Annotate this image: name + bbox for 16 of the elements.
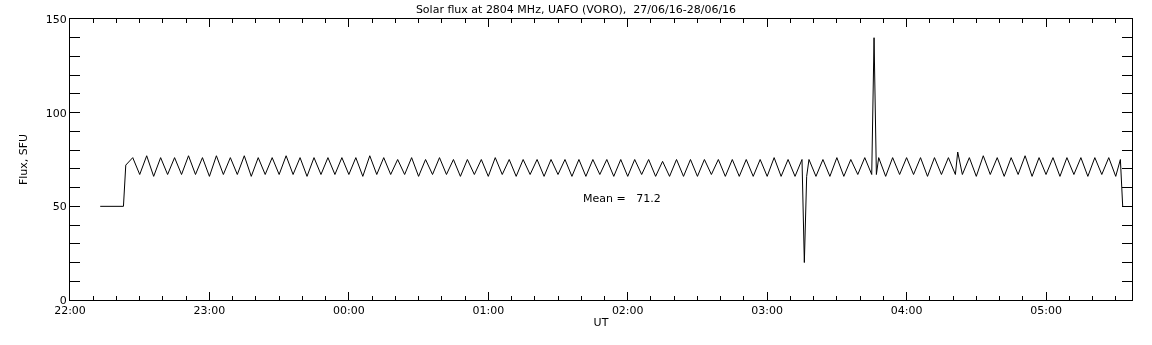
x-tick-label: 00:00 bbox=[333, 304, 365, 318]
y-axis-title: Flux, SFU bbox=[17, 133, 31, 186]
x-tick-label: 04:00 bbox=[890, 304, 923, 318]
x-axis-title: UT bbox=[593, 316, 609, 330]
y-tick-label: 150 bbox=[45, 12, 67, 26]
x-tick-label: 03:00 bbox=[751, 304, 784, 318]
x-tick-label: 22:00 bbox=[54, 304, 86, 318]
chart-title: Solar flux at 2804 MHz, UAFO (VORO), 27/06/16-28/06/16 bbox=[415, 2, 737, 16]
annotation: Mean = 71.2 bbox=[583, 192, 661, 205]
x-tick-label: 23:00 bbox=[193, 304, 226, 318]
x-tick-label: 05:00 bbox=[1030, 304, 1062, 318]
x-tick-label: 01:00 bbox=[472, 304, 505, 318]
y-tick-label: 100 bbox=[45, 106, 67, 120]
y-tick-label: 0 bbox=[59, 293, 67, 307]
y-tick-label: 50 bbox=[52, 200, 67, 214]
x-tick-label: 02:00 bbox=[611, 304, 644, 318]
